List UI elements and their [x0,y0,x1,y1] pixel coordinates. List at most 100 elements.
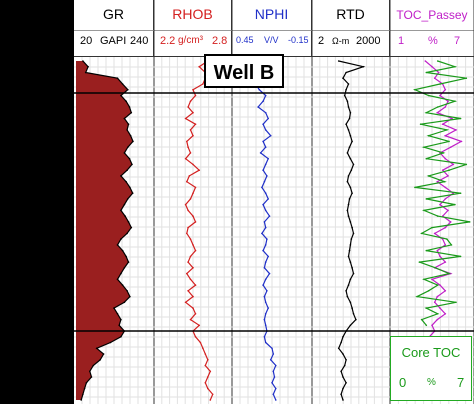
point-core-toc [448,272,450,275]
rtd-scale-unit: Ω-m [332,36,350,46]
log-display: GR 20 GAPI 240 RHOB 2.2 g/cm³ 2.8 NPHI 0… [74,0,474,404]
point-toc-passey [433,232,436,235]
point-gr [127,88,129,91]
point-rhob [192,244,194,246]
point-toc-passey [444,261,447,263]
point-nphi [258,88,261,91]
point-rhob [189,198,192,200]
point-toc-passey [444,134,447,137]
point-toc-passey [439,255,441,258]
point-rtd [345,290,347,292]
gr-scale-max: 240 [130,35,149,47]
point-gr [129,295,131,298]
point-rtd [349,278,352,281]
point-core-toc [434,267,437,269]
point-gr [120,238,122,240]
point-rtd [348,117,351,120]
point-nphi [266,290,268,292]
point-core-toc [446,238,448,240]
point-gr [102,353,105,355]
point-rtd [346,209,349,212]
point-gr [126,129,128,131]
rhob-track-name: RHOB [172,6,213,22]
point-rhob [186,232,188,235]
point-toc-passey [439,284,441,286]
rtd-scale-max: 2000 [356,35,381,47]
point-toc-passey [449,221,452,223]
point-rhob [187,261,189,263]
point-nphi [263,180,266,183]
point-rhob [187,209,189,212]
point-rtd [347,284,350,286]
toc-scale-unit: % [428,35,438,47]
point-toc-passey [452,163,455,166]
point-nphi [267,255,269,258]
point-gr [123,267,126,269]
point-rtd [342,336,344,338]
point-rtd [347,255,350,258]
point-nphi [262,203,264,206]
point-core-toc [414,186,416,189]
point-nphi [272,370,275,373]
point-rtd [351,192,353,194]
rhob-scale-min: 2.2 [160,35,176,47]
point-rhob [192,267,194,269]
point-nphi [262,123,264,125]
point-rhob [192,215,194,217]
point-toc-passey [439,203,441,206]
point-rhob [194,123,197,125]
point-toc-passey [444,226,447,229]
point-core-toc [420,318,423,321]
point-rtd [349,244,352,246]
point-rhob [187,226,189,229]
core-toc-min: 0 [399,375,407,390]
point-gr [116,244,119,246]
point-core-toc [423,146,425,148]
point-rtd [340,341,342,344]
point-gr [120,94,122,97]
point-core-toc [459,192,462,194]
point-nphi [275,399,277,401]
point-rtd [349,301,352,304]
point-rtd [349,221,352,223]
point-rtd [342,77,344,79]
point-nphi [267,307,269,309]
point-nphi [264,146,267,148]
point-rtd [347,106,350,108]
point-rhob [186,272,188,275]
point-rhob [189,129,192,131]
point-rhob [209,370,212,373]
rhob-scale-max: 2.8 [212,35,228,47]
point-toc-passey [444,186,447,189]
point-core-toc [419,123,422,125]
point-core-toc [443,180,446,183]
core-toc-unit: % [427,377,436,388]
point-gr [127,221,130,223]
point-gr [120,272,122,275]
point-rhob [192,307,194,309]
point-rhob [186,140,188,143]
point-toc-passey [455,129,457,131]
log-plot-area [74,0,474,404]
point-rhob [207,359,209,361]
point-core-toc [454,203,456,206]
nphi-track-name: NPHI [254,6,289,22]
point-gr [131,192,134,194]
point-rtd [352,163,355,166]
point-toc-passey [449,272,452,275]
point-core-toc [436,215,439,217]
point-toc-passey [460,140,463,143]
point-rhob [189,278,192,281]
point-nphi [264,244,267,246]
point-nphi [264,163,267,166]
point-nphi [266,175,268,177]
point-toc-passey [437,71,440,74]
point-rhob [194,313,197,315]
point-core-toc [425,307,428,309]
point-rhob [192,192,194,194]
point-toc-passey [444,106,447,108]
point-gr [120,336,122,338]
point-gr [113,307,115,309]
point-rhob [189,100,192,102]
rhob-scale-unit: g/cm³ [178,35,203,46]
